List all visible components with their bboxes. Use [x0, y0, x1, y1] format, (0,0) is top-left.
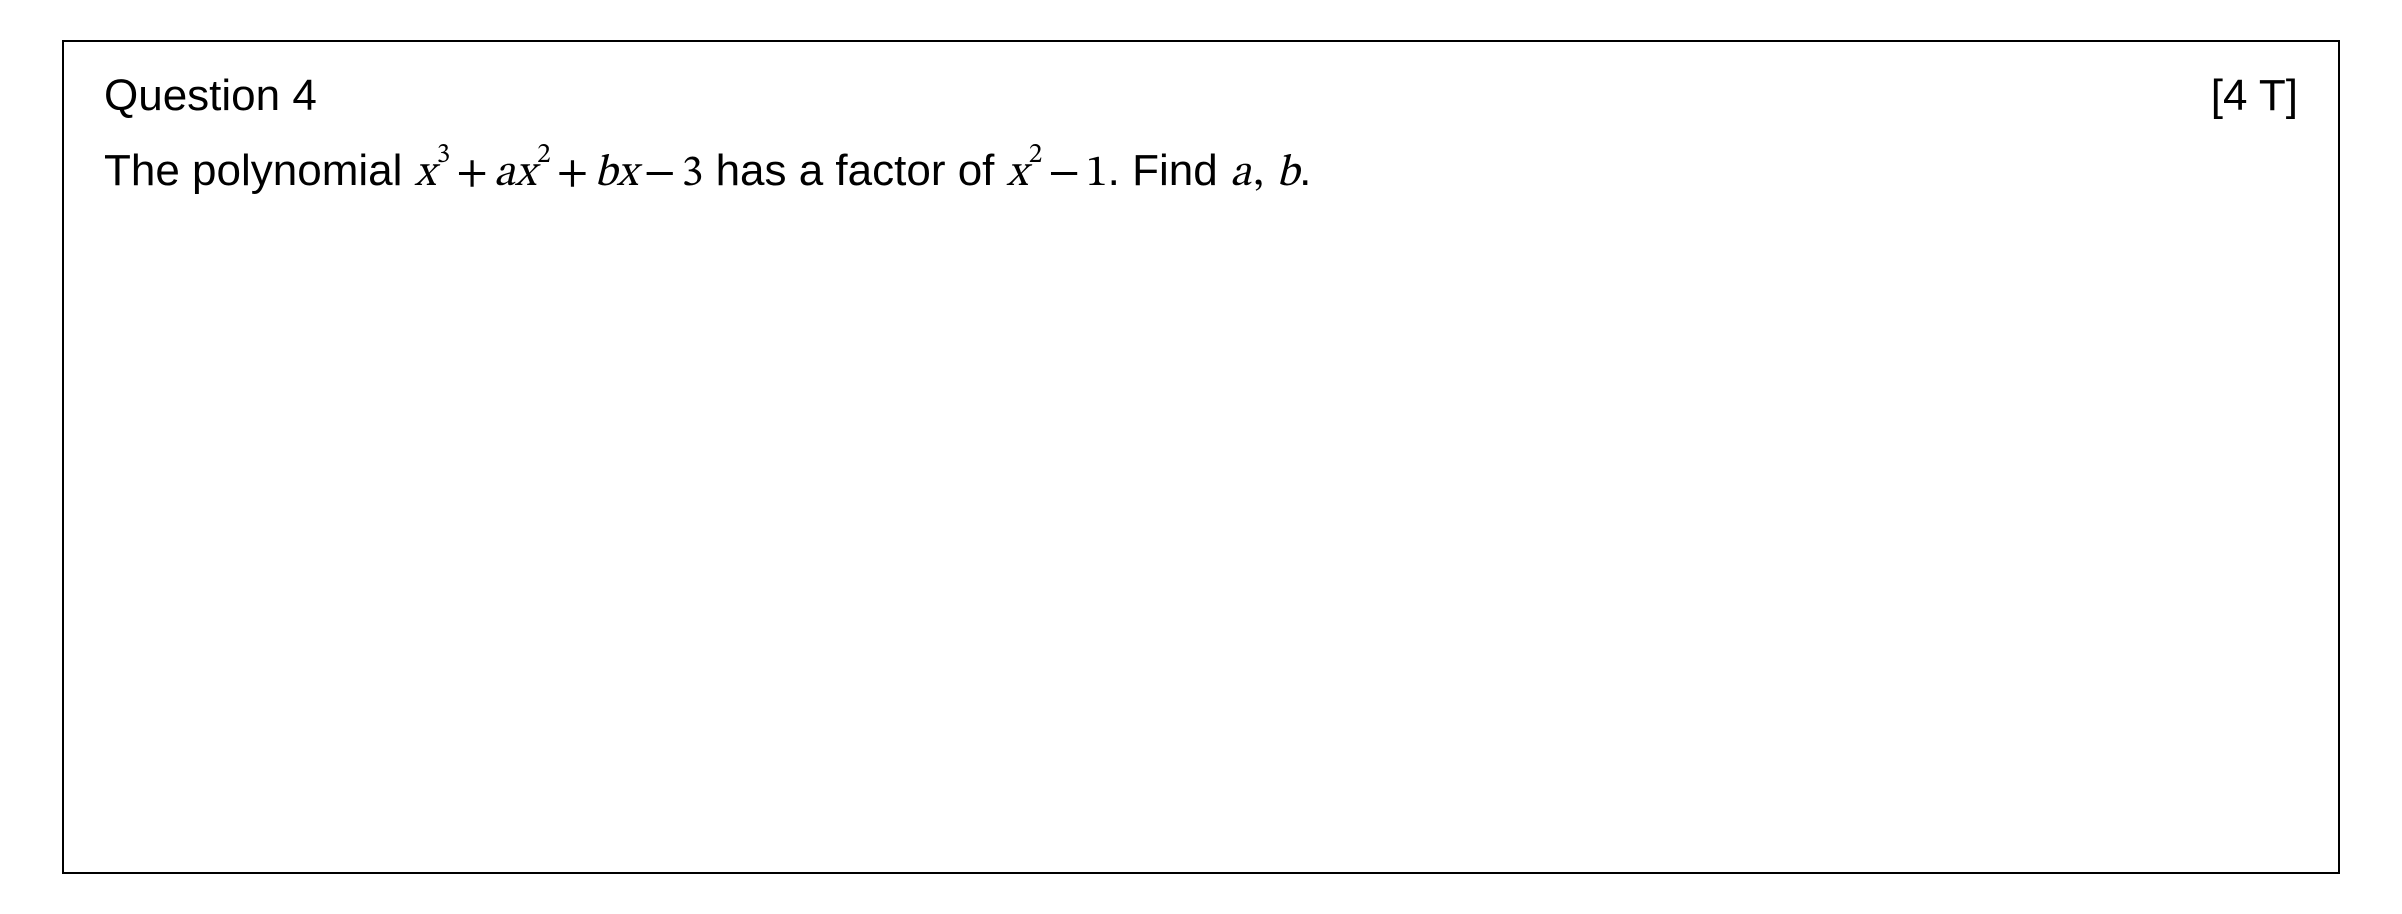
- question-body: The polynomial x3+ax2+bx−3 has a factor …: [104, 141, 2298, 204]
- sep-comma: ,: [1251, 152, 1276, 196]
- question-header: Question 4 [4 T]: [104, 70, 2298, 123]
- exp-2: 2: [537, 142, 551, 169]
- var-x: x: [415, 152, 436, 196]
- question-number: Question 4: [104, 70, 317, 123]
- coef-b: b: [594, 152, 617, 196]
- exp-2: 2: [1029, 142, 1043, 169]
- const-1: 1: [1086, 152, 1108, 196]
- var-x: x: [515, 152, 536, 196]
- var-x: x: [1007, 152, 1028, 196]
- exp-3: 3: [437, 142, 451, 169]
- op-plus: +: [551, 152, 595, 196]
- var-x: x: [617, 152, 638, 196]
- const-3: 3: [682, 152, 704, 196]
- var-b: b: [1276, 152, 1299, 196]
- page: Question 4 [4 T] The polynomial x3+ax2+b…: [0, 0, 2402, 914]
- question-marks: [4 T]: [2211, 70, 2298, 123]
- polynomial-expression: x3+ax2+bx−3: [415, 146, 704, 195]
- op-minus: −: [638, 152, 682, 196]
- body-prefix: The polynomial: [104, 146, 415, 195]
- var-a: a: [1230, 152, 1251, 196]
- body-end: .: [1299, 146, 1311, 195]
- body-suffix: . Find: [1108, 146, 1230, 195]
- coef-a: a: [494, 152, 515, 196]
- unknowns: a, b: [1230, 146, 1299, 195]
- op-minus: −: [1042, 152, 1086, 196]
- op-plus: +: [450, 152, 494, 196]
- question-box: Question 4 [4 T] The polynomial x3+ax2+b…: [62, 40, 2340, 874]
- factor-expression: x2−1: [1007, 146, 1108, 195]
- body-mid: has a factor of: [703, 146, 1006, 195]
